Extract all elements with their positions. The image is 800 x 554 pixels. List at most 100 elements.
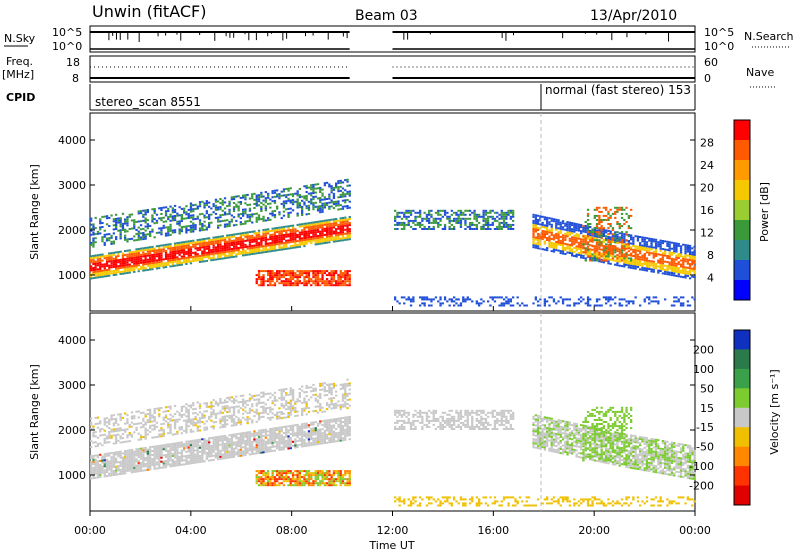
heatmap-cell <box>92 456 95 459</box>
heatmap-cell <box>673 242 676 245</box>
heatmap-cell <box>203 428 206 431</box>
heatmap-cell <box>688 304 692 307</box>
heatmap-cell <box>144 267 147 270</box>
heatmap-cell <box>126 249 129 252</box>
heatmap-cell <box>593 257 596 260</box>
heatmap-cell <box>189 210 193 213</box>
heatmap-cell <box>559 227 562 230</box>
heatmap-cell <box>212 248 215 251</box>
heatmap-cell <box>128 271 131 274</box>
heatmap-cell <box>464 213 467 216</box>
heatmap-cell <box>160 207 163 209</box>
heatmap-cell <box>230 218 233 221</box>
heatmap-cell <box>262 231 265 234</box>
heatmap-cell <box>112 424 115 427</box>
heatmap-cell <box>278 228 281 231</box>
heatmap-cell <box>598 227 601 230</box>
heatmap-cell <box>459 223 463 226</box>
heatmap-cell <box>550 296 553 299</box>
heatmap-cell <box>212 446 215 449</box>
heatmap-cell <box>316 205 320 208</box>
heatmap-cell <box>135 264 138 267</box>
heatmap-cell <box>432 217 435 220</box>
heatmap-cell <box>394 219 397 222</box>
heatmap-cell <box>505 302 508 305</box>
heatmap-cell <box>135 220 138 223</box>
heatmap-cell <box>398 211 401 214</box>
heatmap-cell <box>541 221 544 224</box>
heatmap-cell <box>124 440 127 443</box>
heatmap-cell <box>462 298 465 301</box>
heatmap-cell <box>675 254 678 257</box>
heatmap-cell <box>178 460 181 462</box>
heatmap-cell <box>289 193 292 196</box>
heatmap-cell <box>110 236 113 239</box>
heatmap-cell <box>205 245 208 248</box>
heatmap-cell <box>573 228 576 231</box>
heatmap-cell <box>632 267 635 270</box>
heatmap-cell <box>208 247 211 250</box>
heatmap-cell <box>133 450 136 453</box>
heatmap-cell <box>208 226 211 228</box>
heatmap-cell <box>693 253 696 256</box>
heatmap-cell <box>208 445 211 448</box>
heatmap-cell <box>115 434 118 437</box>
heatmap-cell <box>158 450 161 453</box>
heatmap-cell <box>498 228 501 230</box>
heatmap-cell <box>532 224 535 226</box>
heatmap-cell <box>285 282 288 285</box>
heatmap-cell <box>130 219 134 222</box>
heatmap-cell <box>341 237 345 240</box>
heatmap-cell <box>661 240 664 242</box>
heatmap-cell <box>595 219 599 221</box>
heatmap-cell <box>332 230 336 233</box>
heatmap-cell <box>291 236 295 239</box>
heatmap-cell <box>135 256 138 259</box>
heatmap-cell <box>273 276 277 279</box>
heatmap-cell <box>534 224 537 227</box>
heatmap-cell <box>167 245 170 248</box>
heatmap-cell <box>473 217 476 220</box>
heatmap-cell <box>262 233 265 236</box>
heatmap-cell <box>616 223 619 225</box>
heatmap-cell <box>496 296 499 299</box>
heatmap-cell <box>242 196 245 199</box>
heatmap-cell <box>273 214 277 216</box>
heatmap-cell <box>121 460 125 463</box>
heatmap-cell <box>564 242 567 245</box>
heatmap-cell <box>455 217 458 220</box>
heatmap-cell <box>439 298 442 301</box>
heatmap-cell <box>498 213 501 216</box>
heatmap-cell <box>468 217 472 220</box>
heatmap-cell <box>171 265 174 268</box>
heatmap-cell <box>110 260 113 263</box>
heatmap-cell <box>153 418 156 421</box>
heatmap-cell <box>584 237 587 240</box>
heatmap-cell <box>600 233 603 236</box>
heatmap-cell <box>532 228 535 230</box>
heatmap-cell <box>105 215 109 218</box>
heatmap-cell <box>164 410 168 413</box>
heatmap-cell <box>194 218 197 220</box>
heatmap-cell <box>183 245 186 248</box>
heatmap-cell <box>208 222 211 224</box>
heatmap-cell <box>115 273 118 276</box>
heatmap-cell <box>591 233 594 236</box>
heatmap-cell <box>196 257 199 260</box>
heatmap-cell <box>264 197 267 200</box>
heatmap-cell <box>153 457 156 460</box>
heatmap-cell <box>146 413 149 416</box>
heatmap-cell <box>139 228 143 231</box>
heatmap-cell <box>99 442 102 445</box>
heatmap-cell <box>298 241 301 244</box>
heatmap-cell <box>221 426 224 428</box>
heatmap-cell <box>661 258 664 261</box>
heatmap-cell <box>185 225 188 228</box>
heatmap-cell <box>183 261 186 264</box>
heatmap-cell <box>232 251 236 254</box>
heatmap-cell <box>632 255 635 257</box>
heatmap-cell <box>185 429 188 432</box>
heatmap-cell <box>480 298 483 301</box>
heatmap-cell <box>112 453 115 456</box>
heatmap-cell <box>232 247 236 250</box>
